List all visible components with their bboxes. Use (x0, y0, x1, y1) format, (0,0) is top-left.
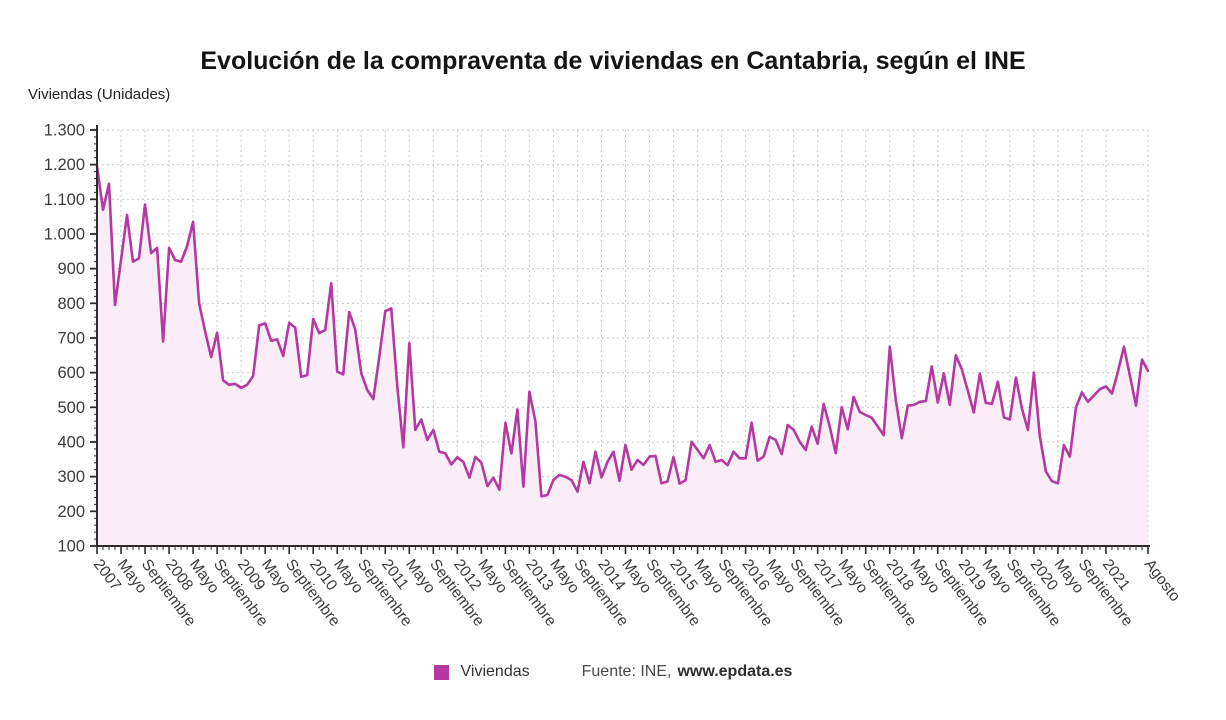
svg-text:200: 200 (57, 503, 85, 521)
y-axis-unit-label: Viviendas (Unidades) (28, 86, 171, 103)
source-prefix: Fuente: INE, (581, 663, 672, 680)
legend-series-label: Viviendas (460, 663, 530, 680)
svg-text:100: 100 (57, 538, 85, 556)
chart-title: Evolución de la compraventa de viviendas… (200, 46, 1026, 75)
svg-text:1.000: 1.000 (44, 226, 85, 244)
legend: Viviendas Fuente: INE, www.epdata.es (0, 663, 1226, 681)
legend-color-swatch-icon (433, 664, 449, 680)
svg-text:800: 800 (57, 295, 85, 313)
svg-text:400: 400 (57, 434, 85, 452)
svg-text:700: 700 (57, 330, 85, 348)
source-link: www.epdata.es (677, 663, 793, 680)
svg-text:500: 500 (57, 399, 85, 417)
source-label: Fuente: INE, www.epdata.es (582, 663, 793, 681)
svg-text:Agosto: Agosto (1141, 556, 1184, 605)
svg-text:600: 600 (57, 364, 85, 382)
svg-text:1.200: 1.200 (44, 156, 85, 174)
svg-text:1.100: 1.100 (44, 191, 85, 209)
svg-text:900: 900 (57, 260, 85, 278)
svg-text:1.300: 1.300 (44, 122, 85, 140)
svg-text:300: 300 (57, 468, 85, 486)
